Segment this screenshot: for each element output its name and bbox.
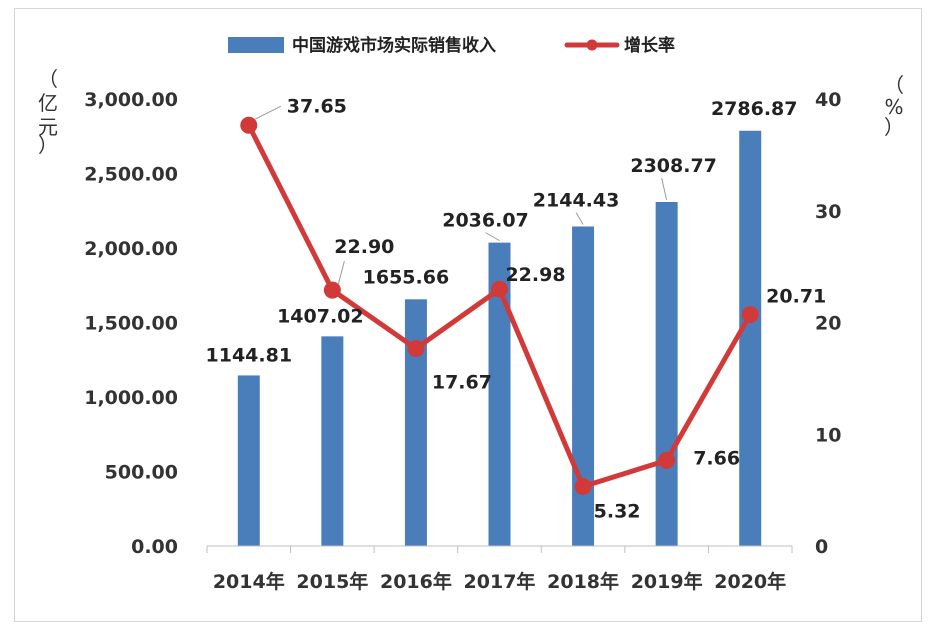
left-tick-label-1: 500.00 (105, 462, 178, 484)
right-tick-label-2: 20 (815, 313, 841, 335)
right-tick-label-1: 10 (815, 424, 841, 446)
bar-5 (655, 201, 678, 546)
x-tick-label-0: 2014年 (213, 570, 285, 593)
line-label-5: 7.66 (693, 447, 740, 469)
legend-bar-swatch (228, 37, 284, 53)
bar-4 (572, 226, 595, 547)
growth-point-3 (491, 280, 508, 298)
x-tick-label-1: 2015年 (296, 570, 368, 593)
bar-label-5: 2308.77 (630, 155, 717, 177)
left-tick-label-6: 3,000.00 (84, 89, 178, 111)
bar-2 (404, 299, 427, 546)
bar-label-3: 2036.07 (442, 210, 529, 232)
growth-point-4 (574, 478, 592, 496)
x-tick-label-5: 2019年 (631, 570, 703, 593)
bar-3 (488, 242, 511, 547)
legend: 中国游戏市场实际销售收入 增长率 (228, 35, 675, 56)
left-tick-label-2: 1,000.00 (84, 387, 178, 409)
line-label-3: 22.98 (505, 264, 565, 286)
left-unit-char-3: ） (38, 133, 58, 157)
x-tick-label-6: 2020年 (714, 570, 786, 593)
right-axis-ticks: 0 10 20 30 40 (815, 89, 841, 558)
bar-label-0: 1144.81 (206, 344, 293, 366)
line-label-2: 17.67 (432, 372, 492, 394)
right-unit-char-2: ） (884, 115, 904, 139)
bar-0 (237, 375, 260, 546)
left-unit-char-1: 亿 (38, 91, 58, 115)
line-label-4: 5.32 (594, 501, 641, 523)
x-tick-label-3: 2017年 (464, 570, 536, 593)
legend-line-label: 增长率 (624, 35, 675, 56)
bar-label-4: 2144.43 (533, 189, 620, 211)
left-unit-char-0: （ (38, 67, 58, 91)
bar-label-6: 2786.87 (711, 98, 798, 120)
right-unit-char-0: （ (884, 73, 904, 97)
bar-leader-4 (575, 212, 584, 225)
right-axis-unit: （ % ） (884, 73, 904, 139)
bar-leader-3 (485, 232, 500, 242)
growth-point-1 (323, 281, 341, 299)
line-series (240, 116, 759, 496)
legend-line-marker (586, 39, 598, 51)
left-axis-ticks: 0.00 500.00 1,000.00 1,500.00 2,000.00 2,500.… (84, 89, 178, 558)
bar-label-1: 1407.02 (277, 305, 364, 327)
line-label-1: 22.90 (334, 236, 394, 258)
line-label-6: 20.71 (766, 286, 826, 308)
growth-point-6 (741, 306, 759, 324)
line-leader-0 (254, 105, 282, 120)
bar-leader-5 (661, 177, 668, 201)
left-tick-label-4: 2,000.00 (84, 238, 178, 260)
right-tick-label-4: 40 (815, 89, 841, 111)
growth-point-2 (407, 340, 425, 358)
right-unit-char-1: % (884, 95, 903, 119)
bar-1 (321, 336, 344, 546)
legend-bar-label: 中国游戏市场实际销售收入 (292, 35, 496, 56)
left-tick-label-0: 0.00 (131, 536, 178, 558)
bar-label-2: 1655.66 (363, 266, 450, 288)
bar-6 (739, 130, 762, 547)
left-axis-unit: （ 亿 元 ） (38, 67, 58, 157)
left-tick-label-3: 1,500.00 (84, 313, 178, 335)
line-leader-1 (337, 260, 345, 285)
growth-point-0 (240, 116, 258, 134)
x-tick-label-2: 2016年 (380, 570, 452, 593)
right-tick-label-3: 30 (815, 201, 841, 223)
bar-series (237, 130, 762, 547)
growth-point-5 (658, 451, 676, 469)
left-unit-char-2: 元 (38, 115, 58, 139)
line-label-0: 37.65 (287, 95, 347, 117)
right-tick-label-0: 0 (815, 536, 828, 558)
left-tick-label-5: 2,500.00 (84, 164, 178, 186)
x-tick-label-4: 2018年 (547, 570, 619, 593)
x-axis: 2014年 2015年 2016年 2017年 2018年 2019年 2020年 (206, 545, 793, 593)
chart-frame (14, 8, 922, 622)
